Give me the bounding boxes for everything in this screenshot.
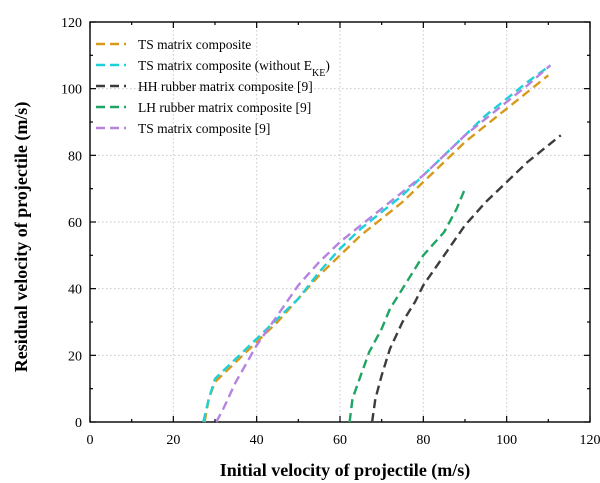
x-tick-label: 80	[416, 433, 430, 448]
legend-label-3: HH rubber matrix composite [9]	[138, 79, 313, 94]
series-line-1	[203, 74, 550, 423]
y-tick-label: 20	[68, 349, 82, 364]
series-lines	[202, 64, 562, 423]
series-line-2	[202, 64, 552, 423]
y-tick-label: 120	[61, 16, 82, 31]
legend-label-4: LH rubber matrix composite [9]	[138, 100, 311, 115]
axes	[89, 21, 591, 423]
y-tick-label: 100	[61, 83, 82, 98]
series-line-5	[215, 64, 552, 423]
y-tick-label: 80	[68, 149, 82, 164]
legend-label-1: TS matrix composite	[138, 37, 251, 52]
legend-label-2: TS matrix composite (without EKE)	[138, 58, 330, 79]
x-tick-label: 0	[87, 433, 94, 448]
y-axis-title: Residual velocity of projectile (m/s)	[11, 102, 32, 373]
legend: TS matrix composite TS matrix composite (…	[96, 37, 330, 136]
tick-labels: 0 20 40 60 80 100 120 0 20 40 60 80 100 120	[61, 16, 600, 448]
series-line-3	[370, 134, 562, 423]
y-tick-label: 60	[68, 216, 82, 231]
y-tick-label: 40	[68, 283, 82, 298]
grid	[90, 22, 590, 422]
legend-label-5: TS matrix composite [9]	[138, 121, 270, 136]
x-tick-label: 20	[166, 433, 180, 448]
x-tick-label: 40	[250, 433, 264, 448]
series-line-4	[348, 188, 467, 423]
x-tick-label: 100	[496, 433, 517, 448]
x-tick-label: 60	[333, 433, 347, 448]
x-axis-title: Initial velocity of projectile (m/s)	[220, 460, 471, 481]
y-tick-label: 0	[75, 416, 82, 431]
x-tick-label: 120	[580, 433, 600, 448]
